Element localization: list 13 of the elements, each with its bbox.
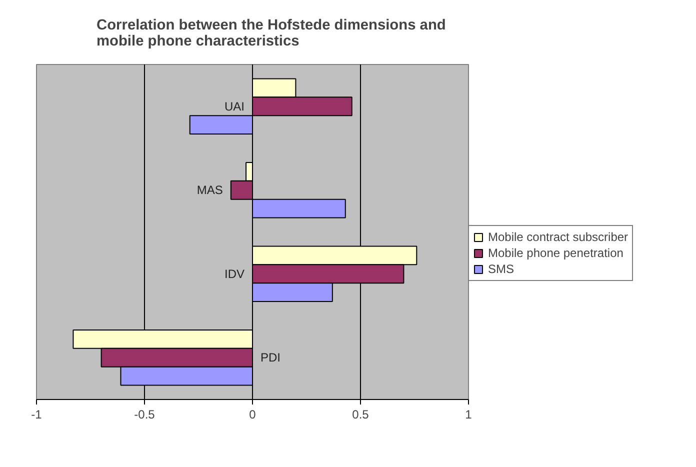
y-tick-label: MAS (196, 183, 223, 198)
y-tick-label: PDI (260, 350, 281, 365)
x-tick-label: 0.5 (352, 408, 370, 422)
x-tick-label: 1 (465, 408, 472, 422)
legend-label: Mobile phone penetration (488, 246, 624, 260)
y-tick-label: IDV (224, 266, 245, 281)
legend-label: Mobile contract subscriber (488, 230, 628, 244)
x-tick-label: 0 (249, 408, 256, 422)
legend-label: SMS (488, 262, 514, 276)
x-tick-label: -1 (31, 408, 42, 422)
x-tick-label: -0.5 (134, 408, 156, 422)
chart-title: Correlation between the Hofstede dimensions and mobile phone characteristics (96, 18, 446, 50)
y-tick-label: UAI (224, 99, 245, 114)
